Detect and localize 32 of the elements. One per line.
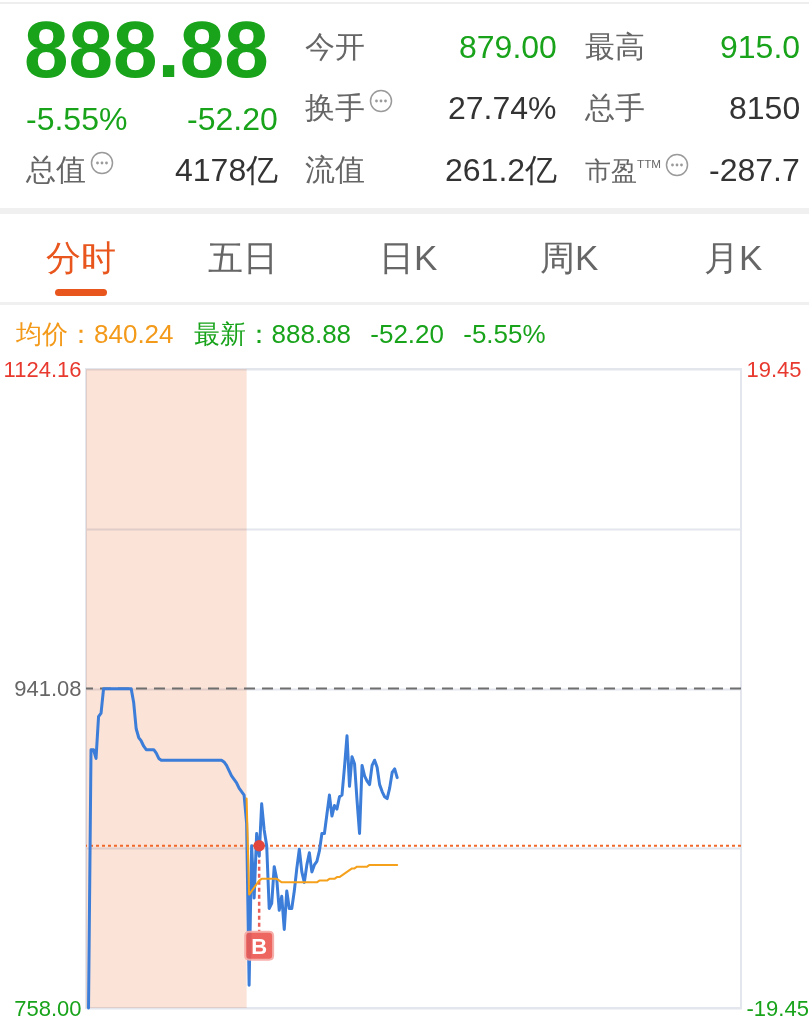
- text: 27.74%: [448, 89, 557, 127]
- y2-tick-label: -19.45: [746, 995, 809, 1021]
- text: -5.55%: [26, 100, 128, 138]
- text: -52.20: [187, 100, 278, 138]
- text: -287.7: [709, 151, 800, 189]
- text: 261.2亿: [445, 151, 558, 189]
- text: 888.88: [24, 4, 269, 96]
- y-tick-label: 758.00: [14, 995, 82, 1021]
- text: 均价：840.24: [16, 319, 174, 351]
- text: 879.00: [459, 28, 557, 66]
- text: 总值: [26, 152, 86, 187]
- text: 今开: [305, 29, 365, 64]
- y-tick-label: 1124.16: [3, 356, 82, 382]
- text: 8150: [729, 89, 801, 127]
- text: 日K: [379, 238, 438, 279]
- line-series: [87, 687, 399, 1010]
- text: 市盈$^{TTM}$: [585, 156, 662, 187]
- text: 最高: [585, 29, 645, 64]
- line-series: [245, 797, 399, 896]
- text: 915.0: [720, 28, 801, 66]
- text: 周K: [540, 238, 599, 279]
- text: 分时: [46, 238, 116, 279]
- text: 总手: [585, 90, 645, 125]
- text: 五日: [208, 238, 278, 279]
- text: 月K: [704, 238, 763, 279]
- y2-tick-label: 19.45: [746, 356, 802, 382]
- text: 流值: [305, 152, 365, 187]
- annotation: B: [251, 933, 268, 959]
- y-tick-label: 941.08: [14, 676, 82, 701]
- text: 4178亿: [175, 151, 279, 189]
- text: 换手: [305, 90, 365, 125]
- text: 最新：888.88 -52.20 -5.55%: [193, 319, 546, 351]
